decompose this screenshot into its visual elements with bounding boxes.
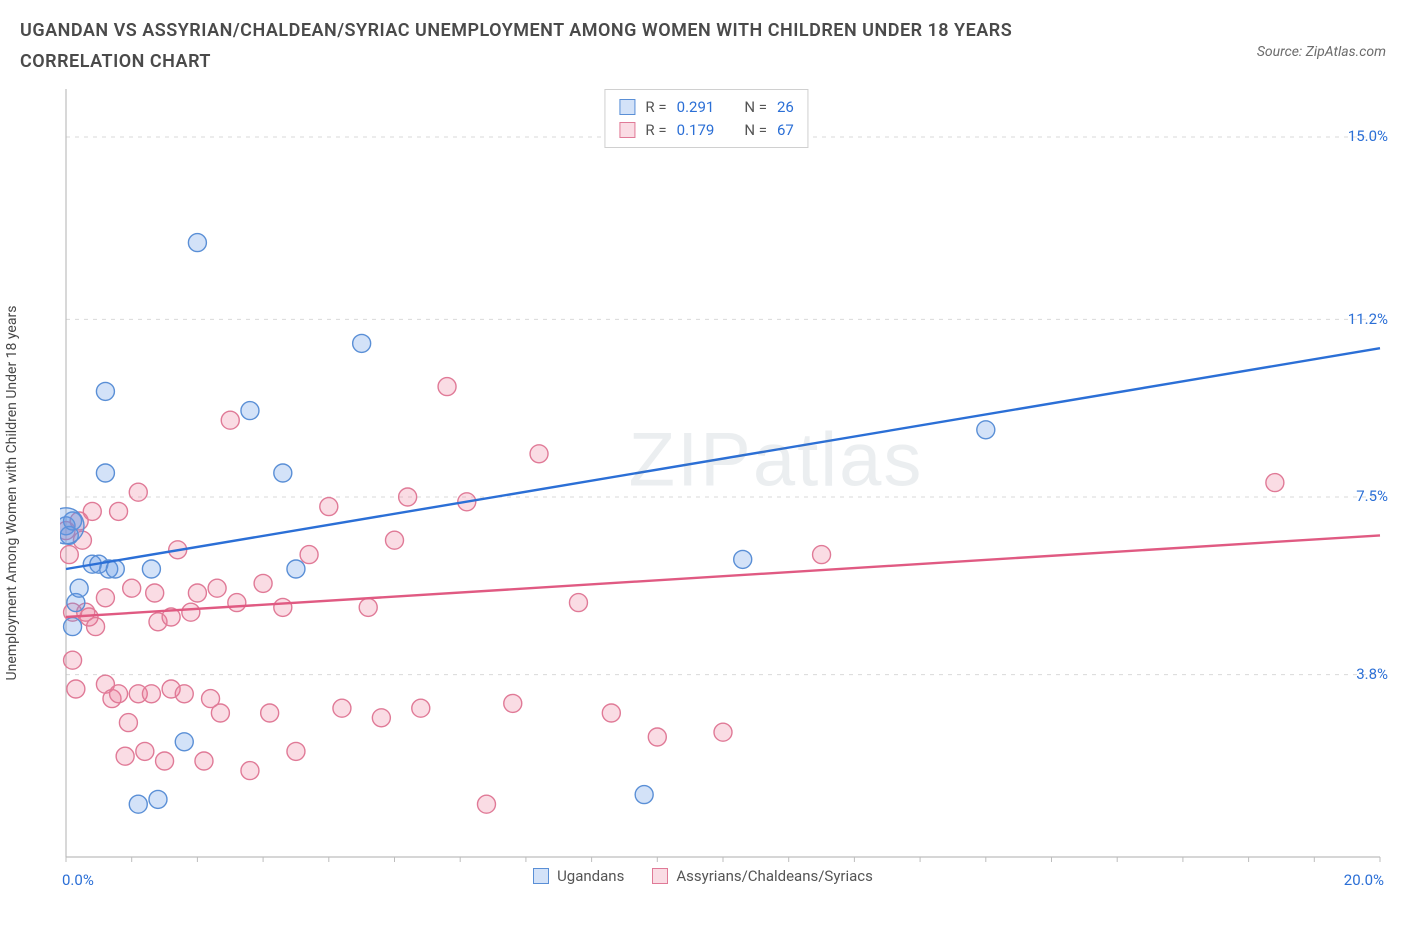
- series-legend: Ugandans Assyrians/Chaldeans/Syriacs: [20, 867, 1386, 885]
- stats-row: R = 0.179 N = 67: [619, 119, 793, 142]
- y-tick-label: 11.2%: [1348, 310, 1388, 328]
- stat-label: R =: [645, 119, 666, 142]
- y-tick-label: 7.5%: [1356, 487, 1388, 505]
- y-tick-label: 3.8%: [1356, 665, 1388, 683]
- stats-row: R = 0.291 N = 26: [619, 96, 793, 119]
- swatch-icon: [652, 868, 668, 884]
- stat-label: R =: [645, 96, 666, 119]
- swatch-icon: [533, 868, 549, 884]
- stat-label: N =: [744, 96, 767, 119]
- stat-r: 0.291: [677, 96, 715, 119]
- stats-legend: R = 0.291 N = 26 R = 0.179 N = 67: [604, 89, 808, 148]
- stat-n: 67: [777, 119, 794, 142]
- y-axis-label: Unemployment Among Women with Children U…: [4, 306, 20, 681]
- chart-title: UGANDAN VS ASSYRIAN/CHALDEAN/SYRIAC UNEM…: [20, 16, 1140, 77]
- stat-r: 0.179: [677, 119, 715, 142]
- stat-n: 26: [777, 96, 794, 119]
- y-tick-label: 15.0%: [1348, 127, 1388, 145]
- x-max-label: 20.0%: [1344, 871, 1384, 889]
- legend-item: Assyrians/Chaldeans/Syriacs: [652, 867, 873, 885]
- x-min-label: 0.0%: [62, 871, 94, 889]
- swatch-icon: [619, 99, 635, 115]
- swatch-icon: [619, 122, 635, 138]
- legend-item: Ugandans: [533, 867, 624, 885]
- stat-label: N =: [744, 119, 767, 142]
- legend-label: Ugandans: [557, 867, 624, 885]
- scatter-plot: [60, 85, 1386, 865]
- legend-label: Assyrians/Chaldeans/Syriacs: [676, 867, 873, 885]
- source-label: Source: ZipAtlas.com: [1257, 16, 1386, 60]
